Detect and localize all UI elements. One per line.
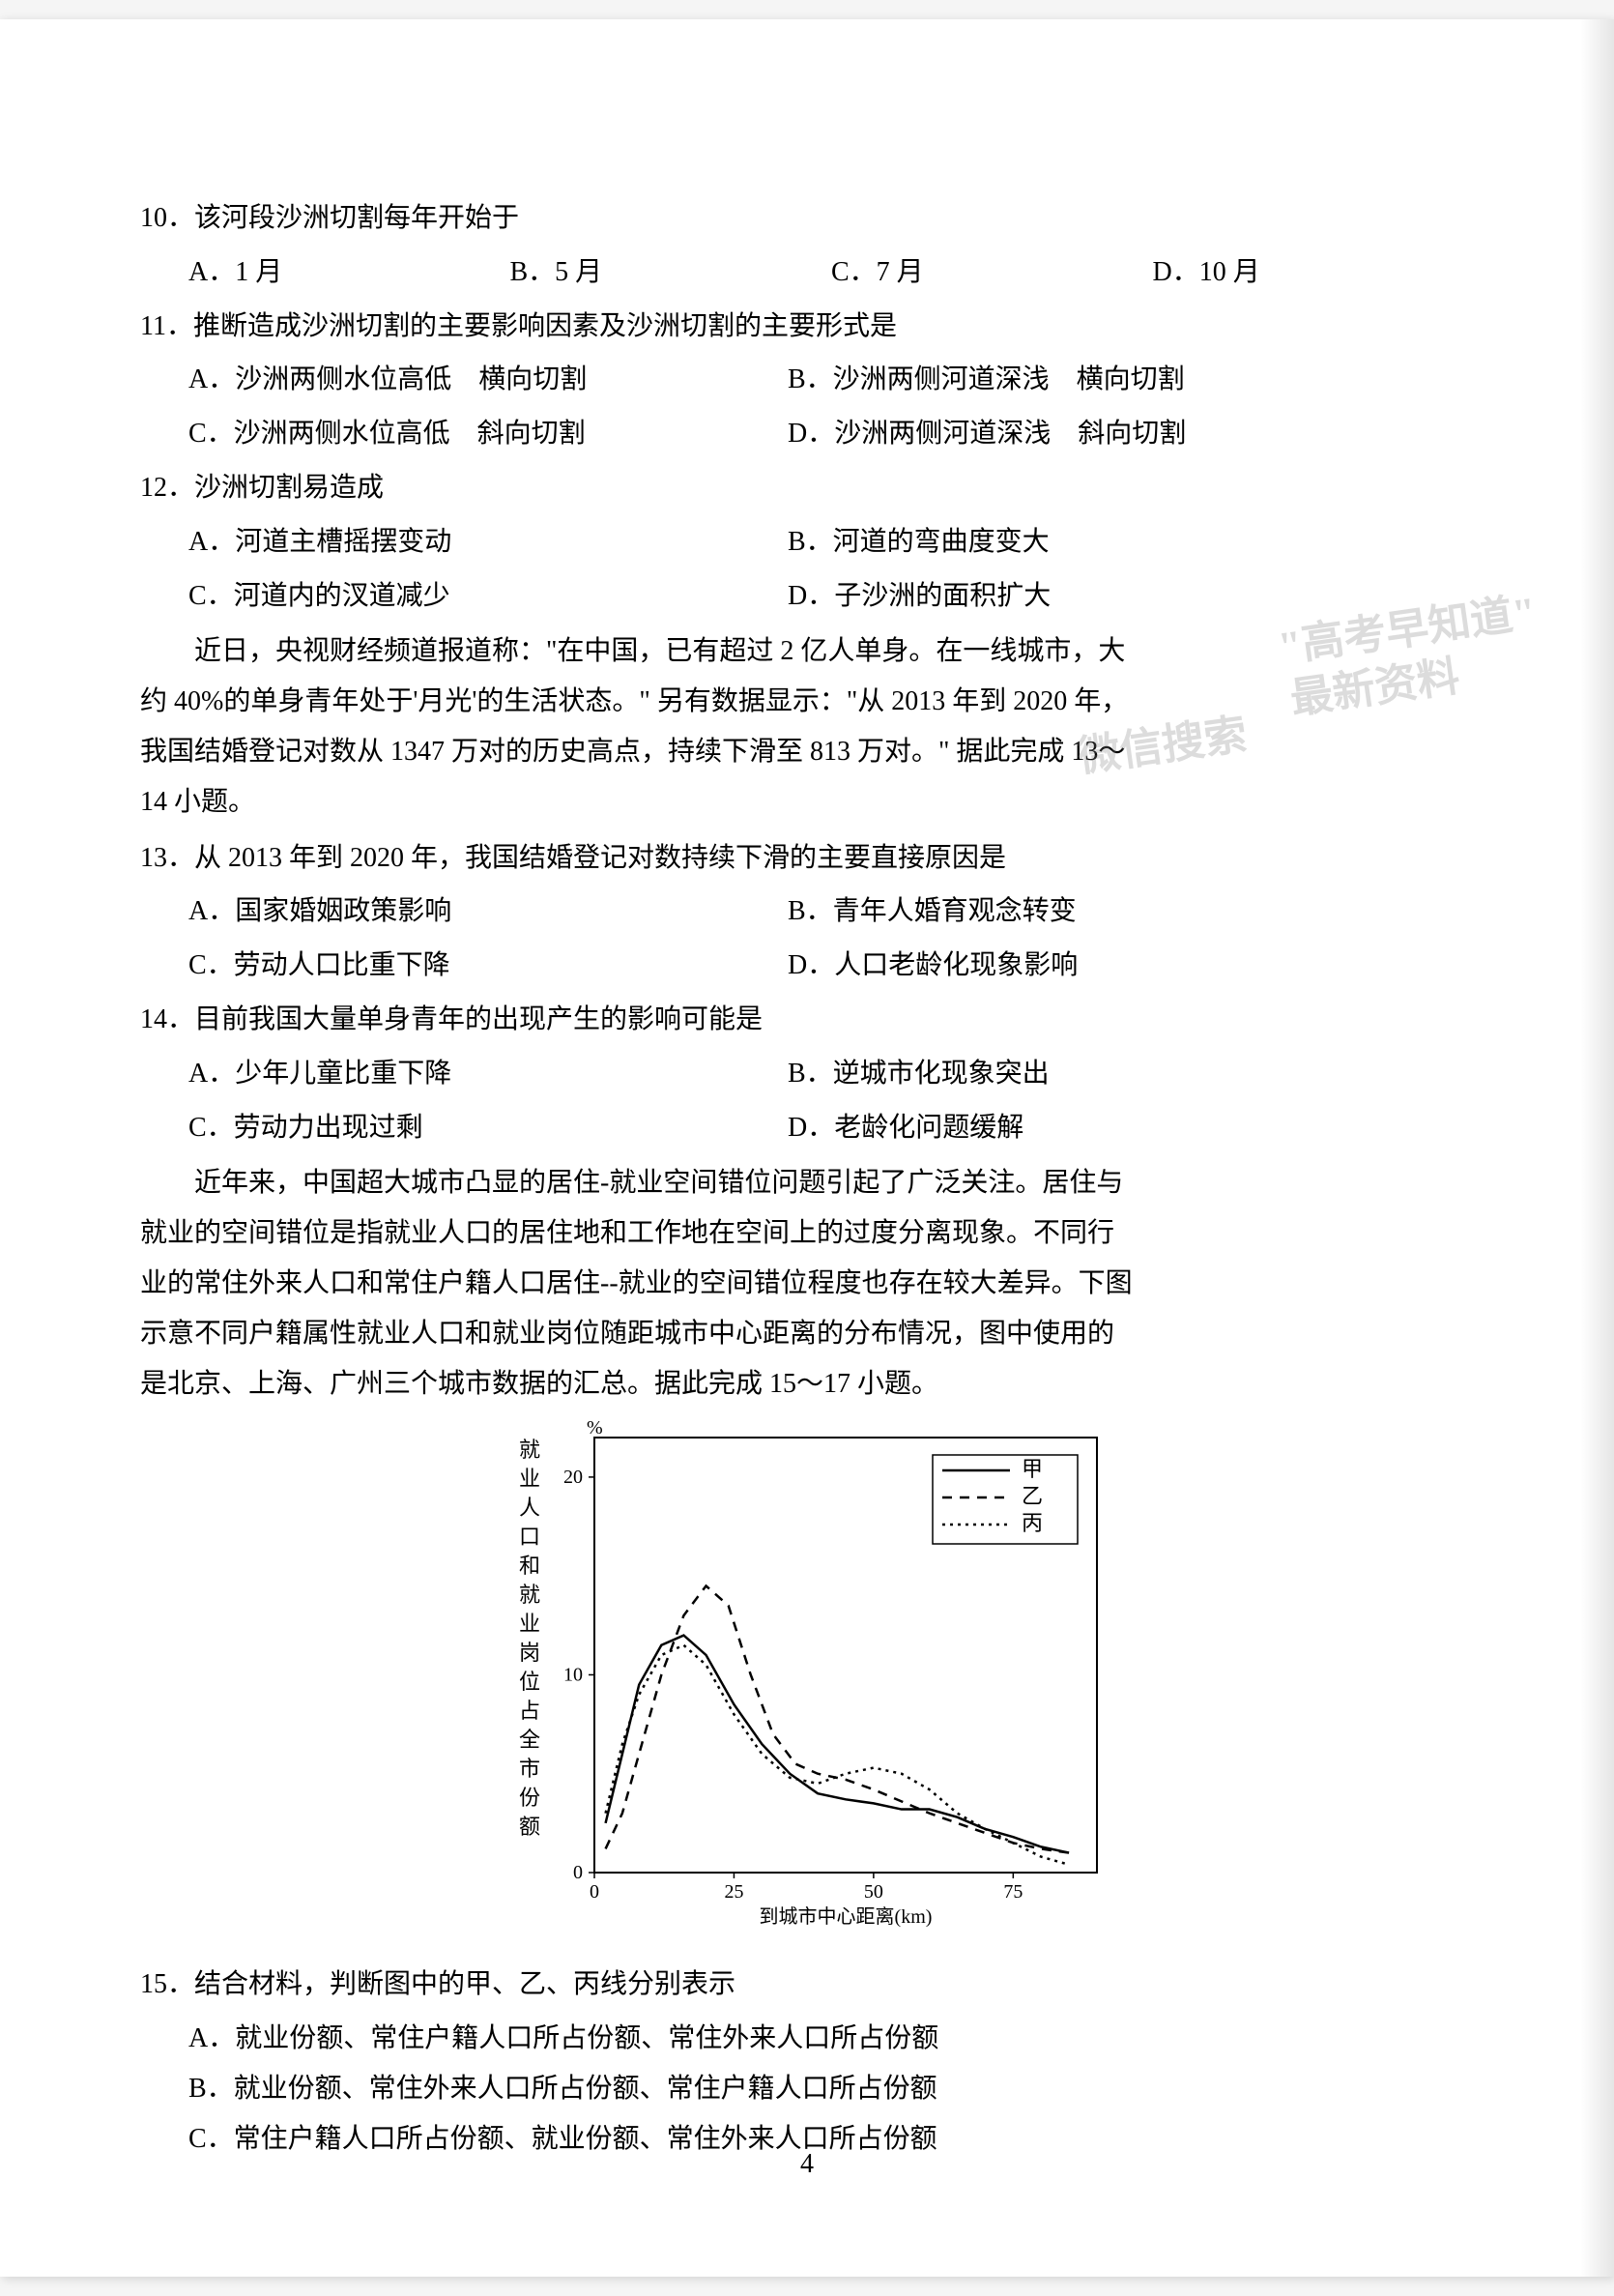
svg-text:全: 全 (519, 1728, 540, 1752)
passage-line: 14 小题。 (140, 777, 1474, 828)
question-stem: 11．推断造成沙洲切割的主要影响因素及沙洲切割的主要形式是 (140, 302, 1474, 352)
option-c: C．沙洲两侧水位高低 斜向切割 (188, 409, 788, 459)
option-d: D．子沙洲的面积扩大 (788, 571, 1474, 622)
passage-line: 是北京、上海、广州三个城市数据的汇总。据此完成 15～17 小题。 (140, 1359, 1474, 1410)
option-d: D．老龄化问题缓解 (788, 1103, 1474, 1153)
options-row: C．劳动人口比重下降 D．人口老龄化现象影响 (140, 941, 1474, 991)
svg-text:到城市中心距离(km): 到城市中心距离(km) (760, 1905, 933, 1928)
option-a: A．沙洲两侧水位高低 横向切割 (188, 355, 788, 405)
svg-text:额: 额 (519, 1815, 540, 1839)
svg-text:占: 占 (519, 1699, 540, 1723)
svg-text:份: 份 (519, 1786, 540, 1810)
chart-container: 010200255075%就业人口和就业岗位占全市份额到城市中心距离(km)甲乙… (140, 1418, 1474, 1940)
passage-line: 约 40%的单身青年处于'月光'的生活状态。" 另有数据显示："从 2013 年… (140, 677, 1474, 727)
svg-text:甲: 甲 (1022, 1457, 1043, 1481)
page-shadow (1580, 19, 1614, 2277)
option-a: A．少年儿童比重下降 (188, 1049, 788, 1099)
option-b: B．青年人婚育观念转变 (788, 886, 1474, 937)
svg-text:50: 50 (864, 1881, 883, 1903)
option-c: C．劳动人口比重下降 (188, 941, 788, 991)
options-row: C．劳动力出现过剩 D．老龄化问题缓解 (140, 1103, 1474, 1153)
question-stem: 12．沙洲切割易造成 (140, 463, 1474, 513)
passage-block: 近日，央视财经频道报道称："在中国，已有超过 2 亿人单身。在一线城市，大 约 … (140, 626, 1474, 827)
svg-text:就: 就 (519, 1438, 540, 1462)
option-d: D．人口老龄化现象影响 (788, 941, 1474, 991)
svg-text:就: 就 (519, 1583, 540, 1607)
svg-text:20: 20 (563, 1467, 583, 1488)
options-row: A．少年儿童比重下降 B．逆城市化现象突出 (140, 1049, 1474, 1099)
option-c: C．河道内的汊道减少 (188, 571, 788, 622)
option-b: B．河道的弯曲度变大 (788, 517, 1474, 567)
options-row: C．河道内的汊道减少 D．子沙洲的面积扩大 (140, 571, 1474, 622)
option-b: B．沙洲两侧河道深浅 横向切割 (788, 355, 1474, 405)
svg-text:人: 人 (519, 1496, 540, 1520)
question-stem: 13．从 2013 年到 2020 年，我国结婚登记对数持续下滑的主要直接原因是 (140, 833, 1474, 884)
passage-line: 近年来，中国超大城市凸显的居住-就业空间错位问题引起了广泛关注。居住与 (140, 1158, 1474, 1208)
option-a: A．1 月 (188, 247, 510, 298)
svg-text:业: 业 (519, 1467, 540, 1491)
options-row: A．国家婚姻政策影响 B．青年人婚育观念转变 (140, 886, 1474, 937)
svg-text:75: 75 (1003, 1881, 1023, 1903)
option-b: B．5 月 (510, 247, 832, 298)
line-chart: 010200255075%就业人口和就业岗位占全市份额到城市中心距离(km)甲乙… (478, 1418, 1136, 1940)
question-stem: 14．目前我国大量单身青年的出现产生的影响可能是 (140, 995, 1474, 1045)
options-row: C．沙洲两侧水位高低 斜向切割 D．沙洲两侧河道深浅 斜向切割 (140, 409, 1474, 459)
option-c: C．7 月 (831, 247, 1153, 298)
svg-text:0: 0 (590, 1881, 599, 1903)
option-b: B．就业份额、常住外来人口所占份额、常住户籍人口所占份额 (140, 2064, 1474, 2114)
options-row: A．1 月 B．5 月 C．7 月 D．10 月 (140, 247, 1474, 298)
passage-line: 就业的空间错位是指就业人口的居住地和工作地在空间上的过度分离现象。不同行 (140, 1208, 1474, 1259)
passage-block: 近年来，中国超大城市凸显的居住-就业空间错位问题引起了广泛关注。居住与 就业的空… (140, 1158, 1474, 1409)
svg-text:25: 25 (724, 1881, 743, 1903)
svg-text:位: 位 (519, 1670, 540, 1694)
svg-text:业: 业 (519, 1612, 540, 1636)
passage-line: 我国结婚登记对数从 1347 万对的历史高点，持续下滑至 813 万对。" 据此… (140, 727, 1474, 777)
options-row: A．河道主槽摇摆变动 B．河道的弯曲度变大 (140, 517, 1474, 567)
svg-text:岗: 岗 (519, 1641, 540, 1665)
question-stem: 15．结合材料，判断图中的甲、乙、丙线分别表示 (140, 1960, 1474, 2010)
svg-text:乙: 乙 (1022, 1484, 1043, 1508)
svg-text:10: 10 (563, 1665, 583, 1686)
option-d: D．10 月 (1153, 247, 1475, 298)
content-body: 10．该河段沙洲切割每年开始于 A．1 月 B．5 月 C．7 月 D．10 月… (140, 193, 1474, 2165)
option-a: A．国家婚姻政策影响 (188, 886, 788, 937)
option-c: C．劳动力出现过剩 (188, 1103, 788, 1153)
option-d: D．沙洲两侧河道深浅 斜向切割 (788, 409, 1474, 459)
svg-text:和: 和 (519, 1554, 540, 1578)
passage-line: 示意不同户籍属性就业人口和就业岗位随距城市中心距离的分布情况，图中使用的 (140, 1309, 1474, 1359)
svg-text:%: % (587, 1418, 603, 1439)
option-b: B．逆城市化现象突出 (788, 1049, 1474, 1099)
svg-text:市: 市 (519, 1757, 540, 1781)
page-number: 4 (0, 2149, 1614, 2180)
svg-text:丙: 丙 (1022, 1511, 1043, 1535)
option-a: A．河道主槽摇摆变动 (188, 517, 788, 567)
passage-line: 业的常住外来人口和常住户籍人口居住--就业的空间错位程度也存在较大差异。下图 (140, 1259, 1474, 1309)
svg-text:口: 口 (519, 1525, 540, 1549)
passage-line: 近日，央视财经频道报道称："在中国，已有超过 2 亿人单身。在一线城市，大 (140, 626, 1474, 677)
exam-page: "高考早知道" 最新资料 微信搜索 10．该河段沙洲切割每年开始于 A．1 月 … (0, 19, 1614, 2277)
options-row: A．沙洲两侧水位高低 横向切割 B．沙洲两侧河道深浅 横向切割 (140, 355, 1474, 405)
option-a: A．就业份额、常住户籍人口所占份额、常住外来人口所占份额 (140, 2014, 1474, 2064)
question-stem: 10．该河段沙洲切割每年开始于 (140, 193, 1474, 244)
svg-text:0: 0 (573, 1862, 583, 1883)
